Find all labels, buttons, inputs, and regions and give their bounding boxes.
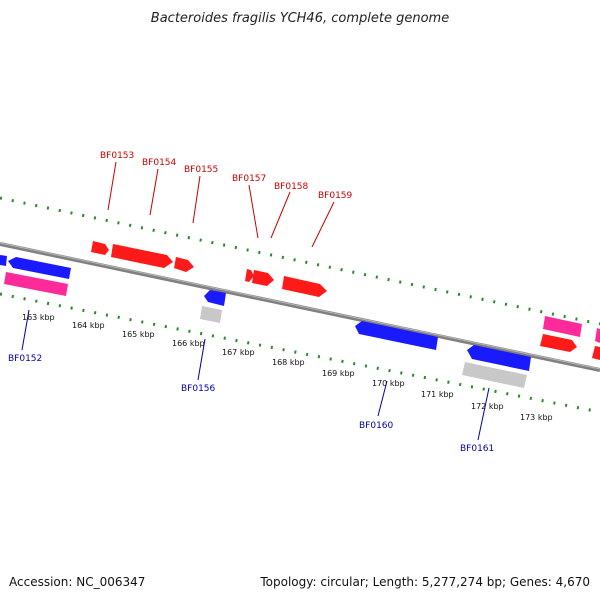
gene-label[interactable]: BF0157 — [232, 174, 266, 184]
gene-label[interactable]: BF0154 — [142, 158, 177, 168]
gray-gene-block — [462, 362, 527, 388]
gene-label[interactable]: BF0156 — [181, 384, 216, 394]
tick-label: 172 kbp — [471, 402, 504, 411]
gene-label[interactable]: BF0160 — [359, 421, 394, 431]
gene-labels-top: BF0153 BF0154 BF0155 BF0157 BF0158 BF015… — [100, 151, 353, 201]
tick-labels: 163 kbp 164 kbp 165 kbp 166 kbp 167 kbp … — [22, 313, 553, 422]
tick-label: 167 kbp — [222, 348, 255, 357]
chromosome-backbone — [0, 242, 600, 372]
gene-labels-bottom: BF0152 BF0156 BF0160 BF0161 — [8, 354, 494, 454]
forward-gene-arrow — [282, 276, 327, 297]
forward-gene-arrow — [540, 334, 577, 352]
tick-label: 169 kbp — [322, 369, 355, 378]
label-leader-lines — [21, 161, 490, 441]
gene-label[interactable]: BF0159 — [318, 191, 353, 201]
gene-label[interactable]: BF0153 — [100, 151, 134, 161]
tick-label: 166 kbp — [172, 339, 205, 348]
forward-gene-arrow — [245, 269, 254, 282]
pink-gene-block — [595, 328, 600, 343]
reverse-gene-arrow — [204, 290, 226, 306]
accession-text: Accession: NC_006347 — [9, 575, 145, 589]
forward-gene-arrow — [174, 257, 194, 272]
gene-label[interactable]: BF0161 — [460, 444, 494, 454]
gene-features — [0, 241, 600, 388]
genome-summary-text: Topology: circular; Length: 5,277,274 bp… — [259, 575, 590, 589]
forward-gene-arrow — [252, 270, 274, 286]
chromosome-backbone-highlight — [0, 242, 600, 370]
reverse-gene-arrow — [8, 257, 71, 279]
forward-gene-arrow — [111, 244, 173, 268]
gene-label[interactable]: BF0158 — [274, 182, 309, 192]
pink-gene-block — [543, 316, 582, 337]
tick-label: 164 kbp — [72, 321, 105, 330]
reverse-gene-arrow — [355, 321, 438, 350]
tick-label: 173 kbp — [520, 413, 553, 422]
tick-label: 168 kbp — [272, 358, 305, 367]
gray-gene-block — [200, 306, 222, 323]
map-title: Bacteroides fragilis YCH46, complete gen… — [151, 11, 449, 26]
tick-label: 171 kbp — [421, 390, 454, 399]
pink-gene-block — [4, 272, 68, 296]
forward-gene-arrow — [592, 346, 600, 360]
gene-label[interactable]: BF0155 — [184, 165, 218, 175]
tick-label: 163 kbp — [22, 313, 55, 322]
reverse-gene-arrow — [0, 255, 7, 266]
forward-gene-arrow — [91, 241, 109, 255]
gene-label[interactable]: BF0152 — [8, 354, 42, 364]
reverse-gene-arrow — [467, 345, 531, 371]
tick-label: 165 kbp — [122, 330, 155, 339]
tick-label: 170 kbp — [372, 379, 405, 388]
